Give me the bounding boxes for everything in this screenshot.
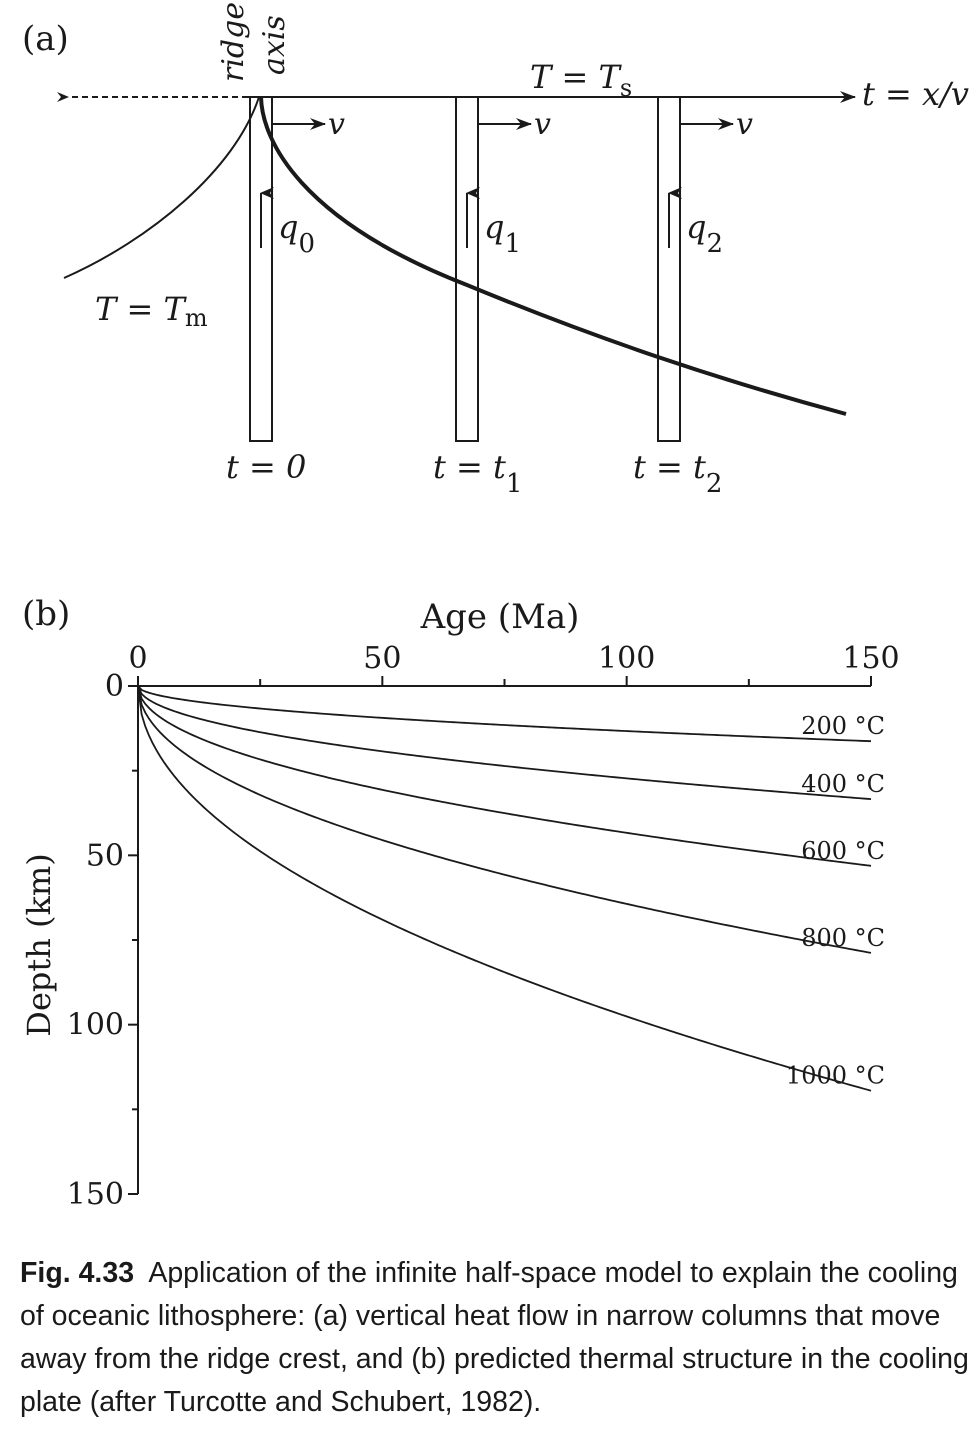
heat-flow-q2: q [686, 208, 706, 246]
time-label-1-main: t = t [433, 448, 506, 486]
y-axis-title: Depth (km) [20, 853, 58, 1036]
heat-flow-sub-0: 0 [298, 229, 315, 259]
column-2 [657, 96, 681, 442]
velocity-label-0: v [328, 107, 345, 142]
thermal-structure-chart: 0 50 100 150 0 50 100 150 200 °C 400 °C 600 °C 800 … [67, 641, 900, 1212]
ridge-label: ridge [216, 2, 251, 82]
axis-label: axis [257, 15, 292, 75]
x-axis-title: Age (Ma) [420, 597, 580, 637]
y-tick-label: 100 [67, 1008, 124, 1043]
isotherm-series-label: 800 °C [801, 924, 885, 952]
time-label-1-sub: 1 [506, 469, 523, 499]
isotherm-series-label: 1000 °C [786, 1062, 885, 1090]
time-axis-label: t = x/v [862, 75, 969, 113]
isotherm-series-line [137, 685, 872, 954]
panel-b: (b) Age (Ma) Depth (km) 0 50 100 150 0 50 100 1… [20, 594, 900, 1212]
mantle-temp-label: T = Tm [95, 290, 208, 332]
y-tick-label: 0 [105, 669, 124, 704]
surface-temp-sub: s [620, 74, 632, 102]
panel-a: (a) ridge axis T = Ts t = x/v v v v q0 q… [22, 2, 969, 499]
time-label-0-main: t = 0 [226, 448, 306, 486]
caption-text: Application of the infinite half-space m… [20, 1257, 969, 1418]
isotherm-series-line [137, 685, 872, 743]
isotherm-series-label: 400 °C [801, 770, 885, 798]
figure-caption: Fig. 4.33 Application of the infinite ha… [20, 1252, 970, 1424]
mantle-temp-main: T = T [95, 290, 188, 328]
velocity-label-1: v [534, 107, 551, 142]
heat-flow-q0: q [278, 208, 298, 246]
heat-flow-sub-2: 2 [706, 229, 723, 259]
time-label-2-sub: 2 [706, 469, 723, 499]
y-tick-label: 150 [67, 1177, 124, 1212]
x-tick-label: 50 [363, 641, 401, 676]
isotherm-series-line [137, 685, 872, 1092]
mantle-temp-sub: m [185, 304, 208, 332]
time-label-2: t = t2 [633, 448, 722, 499]
isotherm-series-line [137, 685, 872, 801]
isotherm-series-line [137, 685, 872, 867]
time-label-1: t = t1 [433, 448, 522, 499]
x-tick-label: 150 [842, 641, 899, 676]
x-tick-label: 0 [128, 641, 147, 676]
heat-flow-label-1: q1 [484, 208, 521, 259]
isotherm-series-label: 200 °C [801, 712, 885, 740]
isotherm-right-thick [259, 96, 847, 416]
isotherm-series-label: 600 °C [801, 837, 885, 865]
column-0 [249, 96, 273, 442]
panel-a-label: (a) [22, 19, 69, 59]
surface-temp-main: T = T [530, 58, 623, 96]
y-tick-label: 50 [86, 838, 124, 873]
panel-b-label: (b) [22, 594, 70, 634]
heat-flow-sub-1: 1 [504, 229, 521, 259]
isotherm-left-thin [63, 96, 260, 279]
surface-temp-label: T = Ts [530, 58, 632, 102]
heat-flow-label-0: q0 [278, 208, 315, 259]
x-tick-label: 100 [598, 641, 655, 676]
velocity-label-2: v [736, 107, 753, 142]
figure-canvas: (a) ridge axis T = Ts t = x/v v v v q0 q… [20, 2, 969, 1212]
heat-flow-label-2: q2 [686, 208, 723, 259]
time-label-2-main: t = t [633, 448, 706, 486]
heat-flow-q1: q [484, 208, 504, 246]
time-label-0: t = 0 [226, 448, 306, 486]
caption-fig-number: Fig. 4.33 [20, 1257, 135, 1289]
column-1 [455, 96, 479, 442]
